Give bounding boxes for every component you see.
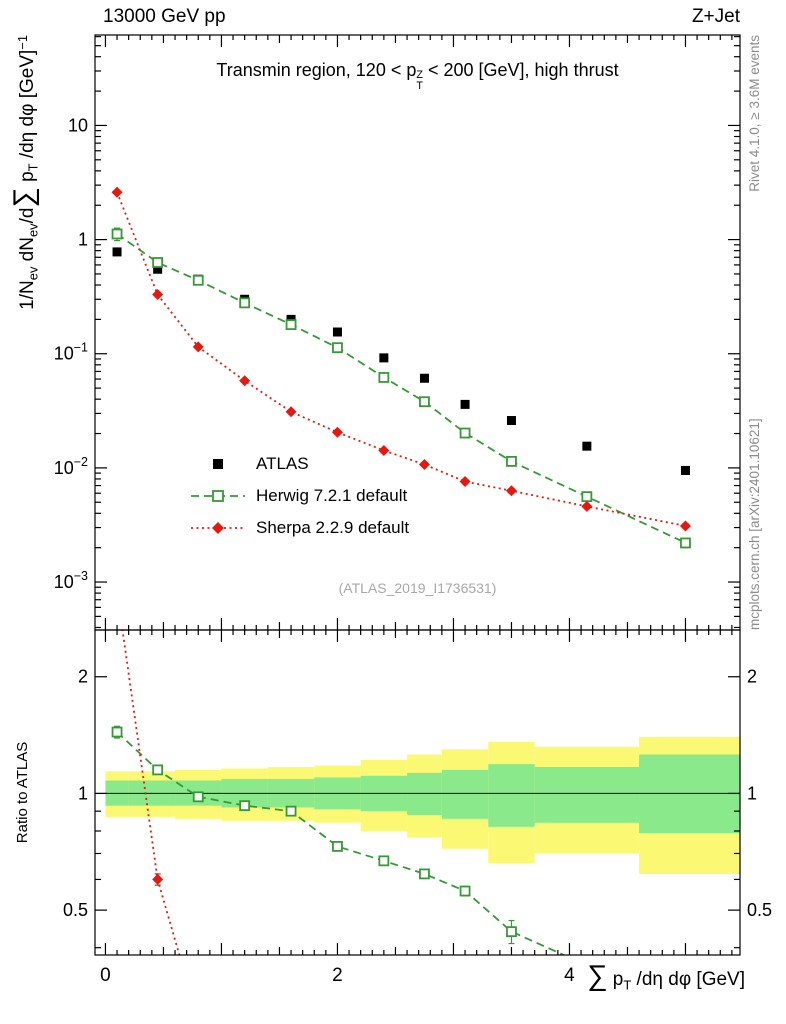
- legend-item-herwig: Herwig 7.2.1 default: [190, 480, 409, 512]
- svg-text:0.5: 0.5: [63, 900, 88, 920]
- svg-text:2: 2: [747, 667, 757, 687]
- legend-label-herwig: Herwig 7.2.1 default: [256, 486, 408, 505]
- analysis-id-watermark: (ATLAS_2019_I1736531): [338, 580, 497, 596]
- beam-energy-label: 13000 GeV pp: [103, 6, 226, 27]
- svg-text:10: 10: [68, 115, 88, 135]
- legend-item-sherpa: Sherpa 2.2.9 default: [190, 512, 409, 544]
- sherpa-marker-icon: [190, 519, 246, 537]
- herwig-marker-icon: [190, 487, 246, 505]
- main-y-axis-label: 1/Nev dNev/d∑ pT /dη dφ [GeV]−1: [8, 35, 41, 310]
- svg-text:4: 4: [564, 965, 575, 986]
- atlas-marker-icon: [190, 455, 246, 473]
- svg-text:1: 1: [747, 783, 757, 803]
- mcplots-arxiv-note: mcplots.cern.ch [arXiv:2401.10621]: [747, 418, 762, 630]
- svg-text:10−3: 10−3: [54, 569, 88, 592]
- svg-text:2: 2: [78, 667, 88, 687]
- x-axis-label: ∑ pT /dη dφ [GeV]: [587, 960, 745, 993]
- svg-text:2: 2: [332, 965, 343, 986]
- svg-text:10−2: 10−2: [54, 455, 88, 478]
- legend-label-sherpa: Sherpa 2.2.9 default: [256, 518, 410, 537]
- svg-text:0.5: 0.5: [747, 900, 772, 920]
- svg-text:1: 1: [78, 230, 88, 250]
- ratio-y-axis-label: Ratio to ATLAS: [14, 741, 31, 844]
- svg-text:10−1: 10−1: [54, 341, 88, 364]
- legend-label-atlas: ATLAS: [256, 454, 309, 473]
- rivet-version-note: Rivet 4.1.0, ≥ 3.6M events: [747, 35, 762, 192]
- svg-text:1: 1: [78, 783, 88, 803]
- legend: ATLAS Herwig 7.2.1 default Sherpa 2.2.9 …: [190, 448, 409, 544]
- legend-item-atlas: ATLAS: [190, 448, 409, 480]
- svg-text:0: 0: [100, 965, 111, 986]
- process-label: Z+Jet: [691, 6, 740, 27]
